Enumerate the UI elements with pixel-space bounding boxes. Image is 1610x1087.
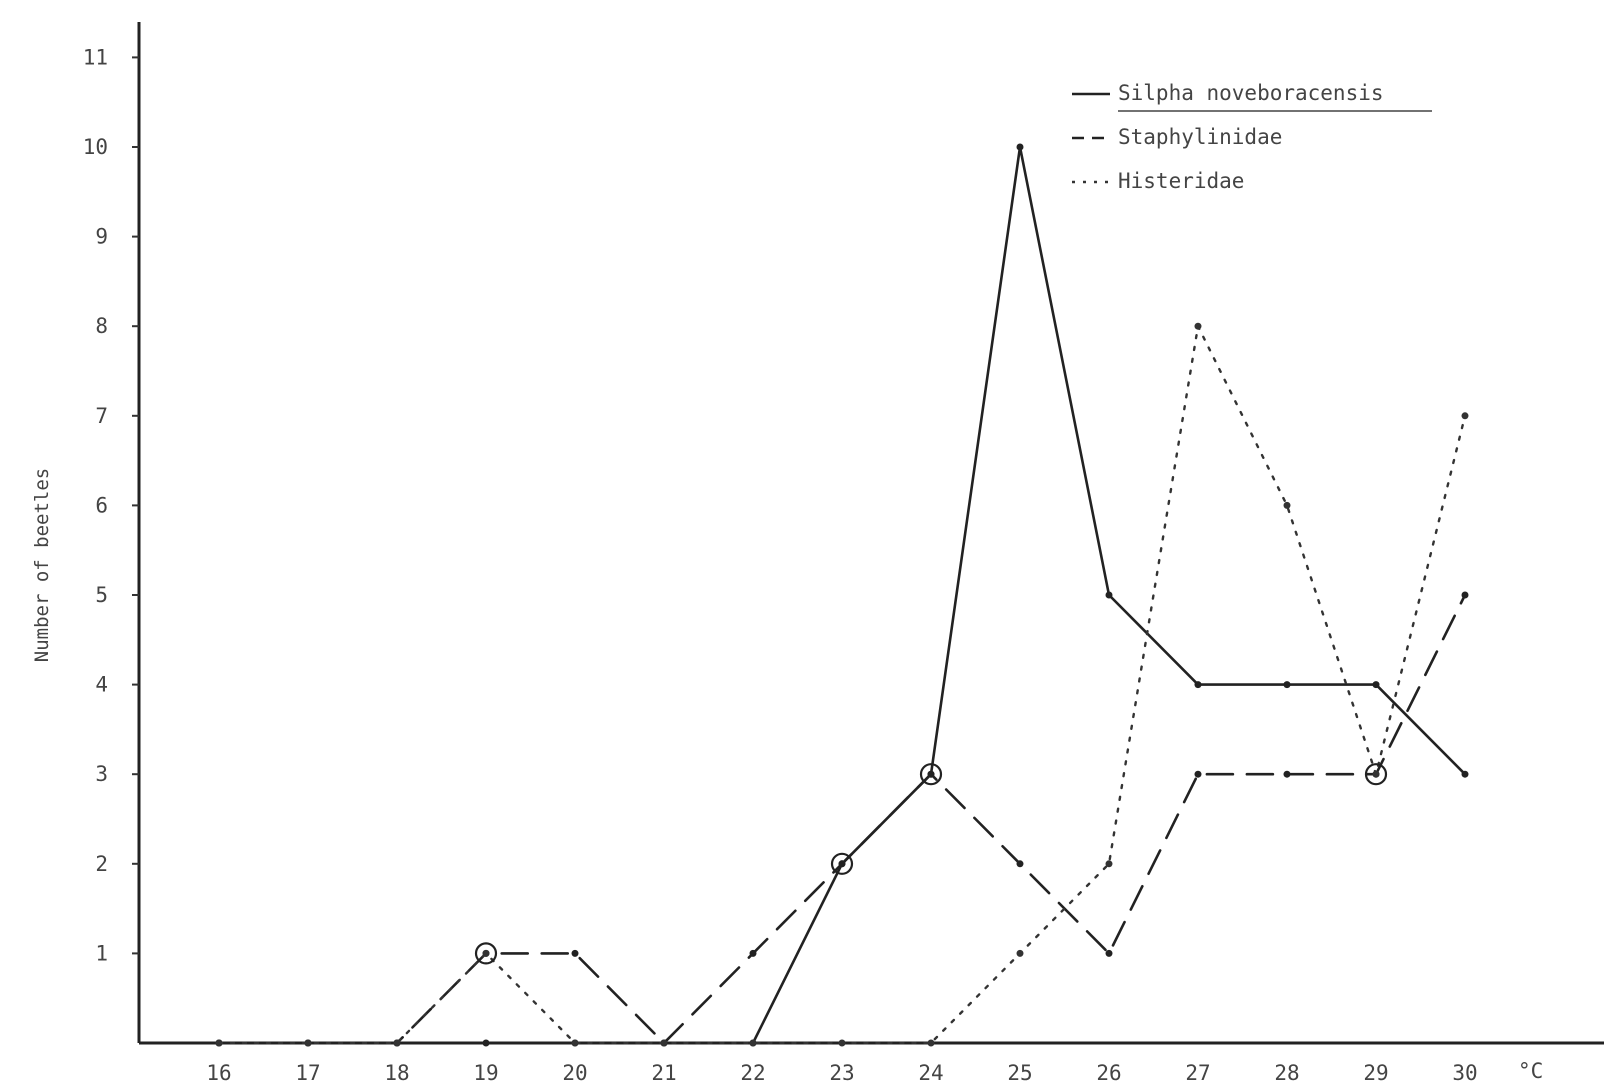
y-axis: 1 2 3 4 5 6 7 8 9 10 11 — [83, 22, 141, 1043]
legend-entry-label: Staphylinidae — [1118, 125, 1282, 149]
data-point — [482, 1039, 490, 1047]
y-axis-title: Number of beetles — [31, 468, 53, 662]
x-tick-label: 26 — [1096, 1061, 1121, 1085]
data-point — [838, 860, 846, 868]
data-point — [1283, 770, 1291, 778]
legend: Silpha noveboracensis Staphylinidae Hister… — [1072, 81, 1432, 193]
series-0 — [215, 143, 1469, 1047]
y-tick-label: 5 — [95, 583, 108, 607]
data-point — [571, 1039, 579, 1047]
series-2 — [215, 322, 1469, 1047]
data-point — [304, 1039, 312, 1047]
legend-entry-label: Histeridae — [1118, 169, 1244, 193]
x-tick-label: 28 — [1274, 1061, 1299, 1085]
series-line — [217, 145, 1467, 1045]
y-tick-label: 8 — [95, 314, 108, 338]
data-point — [1283, 501, 1291, 509]
data-point — [1105, 949, 1113, 957]
data-point — [1194, 770, 1202, 778]
data-point — [1461, 770, 1469, 778]
data-point — [1016, 860, 1024, 868]
x-tick-label: 24 — [918, 1061, 943, 1085]
y-tick-label: 4 — [95, 673, 108, 697]
y-tick-label: 3 — [95, 762, 108, 786]
x-tick-label: 21 — [651, 1061, 676, 1085]
legend-entry-label: Silpha noveboracensis — [1118, 81, 1384, 105]
coincident-point-marker — [1364, 763, 1388, 786]
data-point — [1105, 860, 1113, 868]
data-point — [1016, 949, 1024, 957]
x-tick-label: 18 — [384, 1061, 409, 1085]
x-tick-label: 19 — [473, 1061, 498, 1085]
series-line — [217, 593, 1467, 1045]
data-point — [571, 949, 579, 957]
coincident-point-marker — [830, 852, 854, 875]
x-tick-label: 23 — [829, 1061, 854, 1085]
series-1 — [215, 591, 1469, 1047]
data-point — [1372, 681, 1380, 689]
data-point — [1105, 591, 1113, 599]
y-tick-group: 1 2 3 4 5 6 7 8 9 10 11 — [83, 45, 139, 965]
x-tick-group: 16 17 18 19 20 21 22 23 24 25 26 27 28 29 30 — [206, 1061, 1477, 1085]
x-tick-label: 25 — [1007, 1061, 1032, 1085]
x-tick-label: 17 — [295, 1061, 320, 1085]
data-point — [927, 770, 935, 778]
y-tick-label: 1 — [95, 941, 108, 965]
data-point — [1283, 681, 1291, 689]
data-point — [1372, 770, 1380, 778]
x-tick-label: 16 — [206, 1061, 231, 1085]
data-point — [1461, 591, 1469, 599]
x-tick-label: 22 — [740, 1061, 765, 1085]
coincident-point-marker — [474, 942, 498, 965]
data-point — [838, 1039, 846, 1047]
data-point — [1194, 681, 1202, 689]
data-point — [1194, 322, 1202, 330]
data-point — [660, 1039, 668, 1047]
data-point — [1461, 412, 1469, 420]
data-point — [393, 1039, 401, 1047]
x-unit-label: °C — [1518, 1059, 1543, 1083]
x-tick-label: 29 — [1363, 1061, 1388, 1085]
series-group — [215, 143, 1469, 1047]
y-tick-label: 10 — [83, 135, 108, 159]
data-point — [927, 1039, 935, 1047]
coincident-point-marker — [919, 763, 943, 786]
y-tick-label: 9 — [95, 225, 108, 249]
x-axis: 16 17 18 19 20 21 22 23 24 25 26 27 28 29 30 °C — [139, 1041, 1604, 1085]
data-point — [215, 1039, 223, 1047]
y-tick-label: 2 — [95, 852, 108, 876]
y-tick-label: 11 — [83, 45, 108, 69]
x-tick-label: 27 — [1185, 1061, 1210, 1085]
data-point — [749, 949, 757, 957]
data-point — [749, 1039, 757, 1047]
y-tick-label: 6 — [95, 493, 108, 517]
data-point — [1016, 143, 1024, 151]
y-tick-label: 7 — [95, 404, 108, 428]
x-tick-label: 30 — [1452, 1061, 1477, 1085]
data-point — [482, 949, 490, 957]
x-tick-label: 20 — [562, 1061, 587, 1085]
